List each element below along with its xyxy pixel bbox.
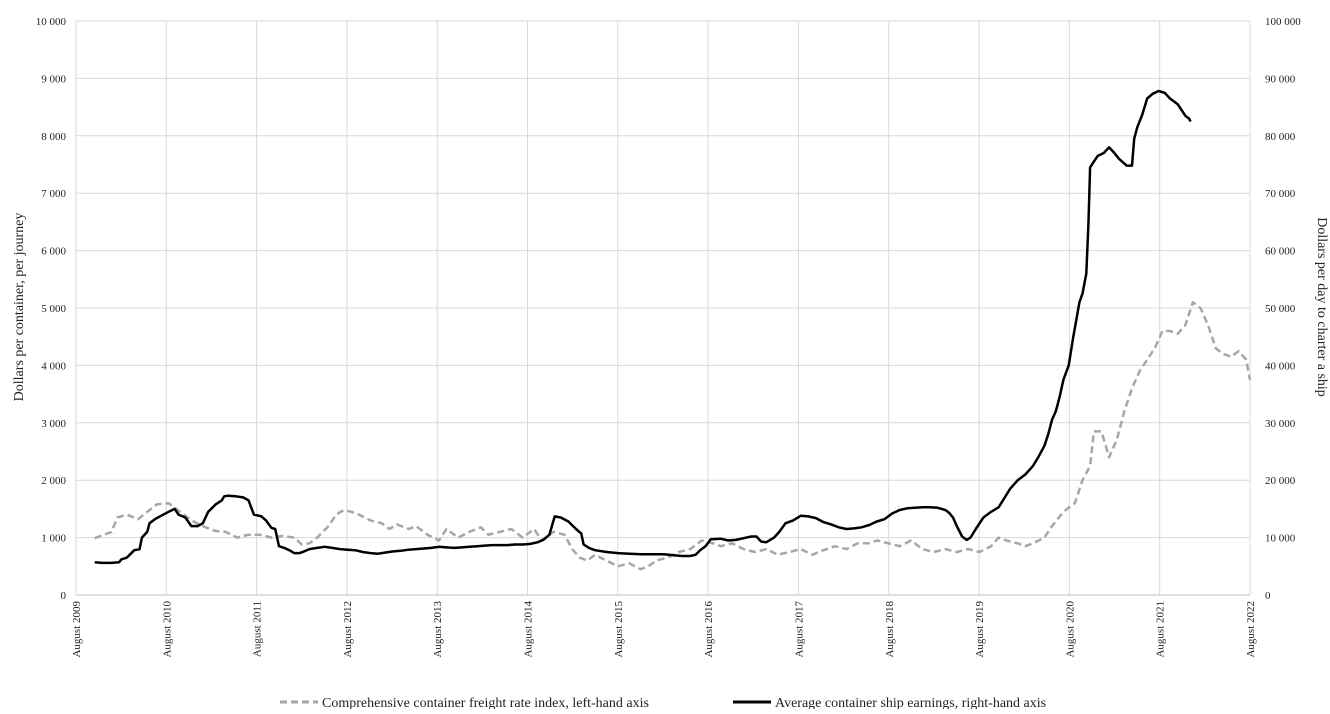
x-tick-label: August 2021 bbox=[1155, 601, 1167, 658]
right-tick-label: 10 000 bbox=[1265, 533, 1296, 545]
left-tick-label: 3 000 bbox=[41, 418, 66, 430]
legend-label-ship-earnings: Average container ship earnings, right-h… bbox=[775, 696, 1046, 709]
legend: Comprehensive container freight rate ind… bbox=[280, 696, 1046, 711]
left-tick-label: 1 000 bbox=[41, 533, 66, 545]
x-tick-label: August 2014 bbox=[523, 601, 535, 658]
x-tick-label: August 2020 bbox=[1064, 601, 1076, 658]
right-tick-label: 20 000 bbox=[1265, 475, 1296, 487]
x-axis-ticks: August 2009 August 2010 August 2011 August … bbox=[71, 601, 1257, 658]
x-tick-label: August 2017 bbox=[793, 601, 805, 658]
x-tick-label: August 2010 bbox=[161, 601, 173, 658]
left-tick-label: 10 000 bbox=[36, 16, 67, 28]
right-tick-label: 100 000 bbox=[1265, 16, 1301, 28]
x-tick-label: August 2013 bbox=[432, 601, 444, 658]
right-tick-label: 0 bbox=[1265, 590, 1271, 602]
left-tick-label: 7 000 bbox=[41, 188, 66, 200]
right-axis-ticks: 0 10 000 20 000 30 000 40 000 50 000 60 000 70 … bbox=[1265, 16, 1301, 602]
x-tick-label: August 2015 bbox=[613, 601, 625, 658]
left-tick-label: 6 000 bbox=[41, 246, 66, 258]
left-axis-ticks: 0 1 000 2 000 3 000 4 000 5 000 6 000 7 000 8 00… bbox=[36, 16, 67, 602]
right-tick-label: 80 000 bbox=[1265, 131, 1296, 143]
left-tick-label: 8 000 bbox=[41, 131, 66, 143]
x-tick-label: August 2016 bbox=[703, 601, 715, 658]
x-tick-label: August 2009 bbox=[71, 601, 83, 658]
right-tick-label: 50 000 bbox=[1265, 303, 1296, 315]
left-tick-label: 2 000 bbox=[41, 475, 66, 487]
right-tick-label: 90 000 bbox=[1265, 73, 1296, 85]
x-tick-label: August 2011 bbox=[252, 601, 264, 657]
right-axis-title: Dollars per day to charter a ship bbox=[1314, 217, 1329, 397]
left-tick-label: 5 000 bbox=[41, 303, 66, 315]
right-tick-label: 60 000 bbox=[1265, 246, 1296, 258]
left-tick-label: 0 bbox=[61, 590, 67, 602]
ship-earnings-series-line bbox=[94, 89, 1192, 565]
left-tick-label: 9 000 bbox=[41, 73, 66, 85]
x-tick-label: August 2018 bbox=[884, 601, 896, 658]
right-tick-label: 40 000 bbox=[1265, 360, 1296, 372]
legend-label-freight-rate: Comprehensive container freight rate ind… bbox=[322, 696, 649, 709]
x-tick-label: August 2019 bbox=[974, 601, 986, 658]
left-tick-label: 4 000 bbox=[41, 360, 66, 372]
left-axis-title: Dollars per container, per journey bbox=[12, 213, 27, 402]
right-tick-label: 70 000 bbox=[1265, 188, 1296, 200]
grid-lines bbox=[75, 20, 1251, 596]
series-lines bbox=[94, 89, 1252, 571]
x-tick-label: August 2012 bbox=[342, 601, 354, 658]
freight-rate-series-line bbox=[94, 301, 1252, 571]
right-tick-label: 30 000 bbox=[1265, 418, 1296, 430]
x-tick-label: August 2022 bbox=[1245, 601, 1257, 658]
